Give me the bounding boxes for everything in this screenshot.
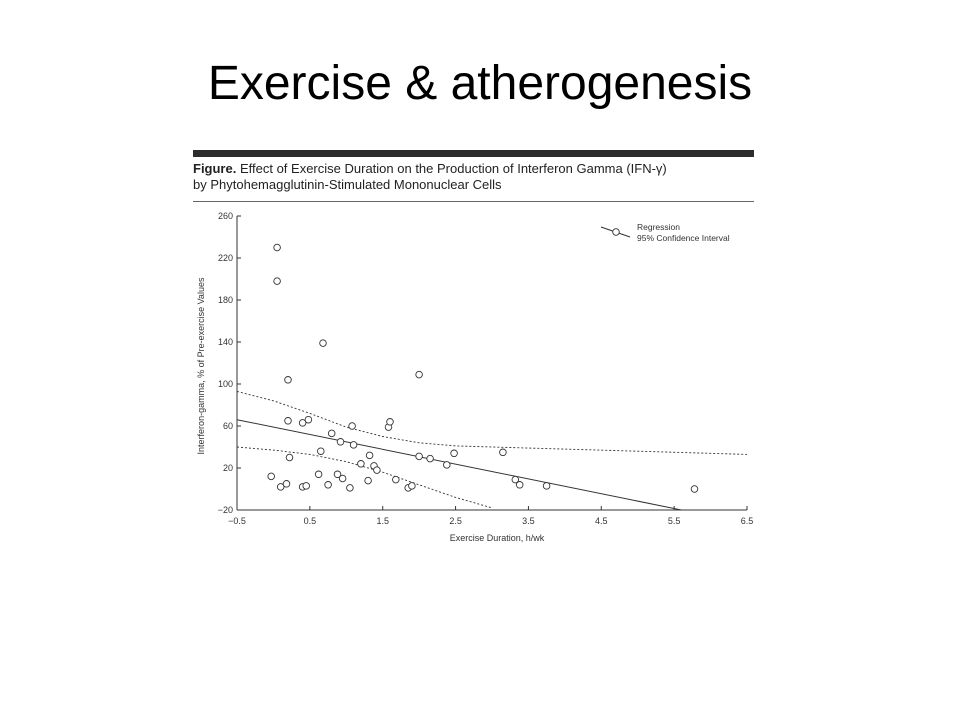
figure-caption-line2: by Phytohemagglutinin-Stimulated Mononuc… — [193, 177, 502, 192]
data-point — [276, 483, 285, 491]
y-tick-label: 60 — [223, 421, 233, 431]
data-point — [267, 472, 275, 481]
x-tick-label: 0.5 — [304, 516, 317, 526]
x-tick-label: 1.5 — [376, 516, 389, 526]
data-point — [273, 243, 281, 252]
data-point — [346, 484, 354, 492]
x-tick-label: 4.5 — [595, 516, 608, 526]
legend-point-swatch — [612, 228, 620, 236]
data-point — [392, 475, 400, 484]
x-tick-label: 6.5 — [741, 516, 754, 526]
ci-upper-line — [236, 390, 748, 455]
data-point — [542, 482, 551, 490]
data-point — [324, 481, 332, 489]
x-tick-label: 2.5 — [449, 516, 462, 526]
data-point — [690, 485, 699, 493]
ci-lower-line — [236, 446, 493, 509]
data-point — [443, 461, 451, 469]
legend-entry-regression: Regression — [637, 222, 680, 232]
chart-axes: −20 20 60 100 140 180 220 260 −0.5 0.5 1.5 2.5 3.5 4.… — [218, 211, 754, 526]
data-point — [408, 482, 416, 490]
regression-line — [236, 419, 682, 511]
data-point — [515, 481, 524, 489]
data-point — [348, 422, 356, 430]
data-point — [319, 339, 327, 347]
figure-top-bar — [193, 150, 754, 157]
figure-caption: Figure. Effect of Exercise Duration on t… — [193, 161, 754, 193]
data-point — [336, 438, 345, 446]
data-point — [415, 452, 423, 461]
data-point — [285, 453, 294, 462]
data-point — [511, 475, 520, 484]
legend-entry-ci: 95% Confidence Interval — [637, 233, 730, 243]
data-point — [273, 277, 281, 285]
figure: Figure. Effect of Exercise Duration on t… — [193, 150, 755, 560]
y-tick-label: 180 — [218, 295, 233, 305]
data-point — [317, 447, 325, 455]
figure-caption-rule — [193, 201, 754, 202]
y-tick-label: 260 — [218, 211, 233, 221]
x-axis-label: Exercise Duration, h/wk — [450, 533, 545, 543]
data-point — [314, 470, 323, 479]
chart-points — [267, 243, 699, 493]
slide-title: Exercise & atherogenesis — [207, 57, 753, 110]
figure-caption-line1: Effect of Exercise Duration on the Produ… — [239, 161, 667, 176]
data-point — [304, 415, 313, 424]
data-point — [357, 460, 365, 468]
data-point — [415, 370, 423, 379]
figure-label: Figure. — [193, 161, 237, 176]
y-tick-label: 220 — [218, 253, 233, 263]
data-point — [302, 482, 310, 490]
data-point — [298, 419, 307, 427]
x-tick-label: −0.5 — [228, 516, 246, 526]
data-point — [284, 376, 292, 384]
data-point — [365, 451, 374, 460]
data-point — [349, 441, 358, 449]
data-point — [284, 417, 292, 425]
x-tick-label: 5.5 — [668, 516, 681, 526]
chart-curves — [236, 390, 748, 511]
data-point — [426, 454, 434, 463]
y-tick-label: 20 — [223, 463, 233, 473]
data-point — [327, 429, 336, 438]
data-point — [282, 480, 291, 488]
data-point — [364, 476, 372, 485]
data-point — [373, 466, 381, 474]
data-point — [333, 470, 342, 479]
data-point — [338, 474, 347, 483]
data-point — [386, 418, 394, 426]
data-point — [450, 449, 458, 458]
y-axis-label: Interferon-gamma, % of Pre-exercise Valu… — [196, 277, 206, 454]
y-tick-label: 100 — [218, 379, 233, 389]
y-tick-label: 140 — [218, 337, 233, 347]
x-tick-label: 3.5 — [522, 516, 535, 526]
data-point — [499, 448, 507, 457]
y-tick-label: −20 — [218, 505, 233, 515]
